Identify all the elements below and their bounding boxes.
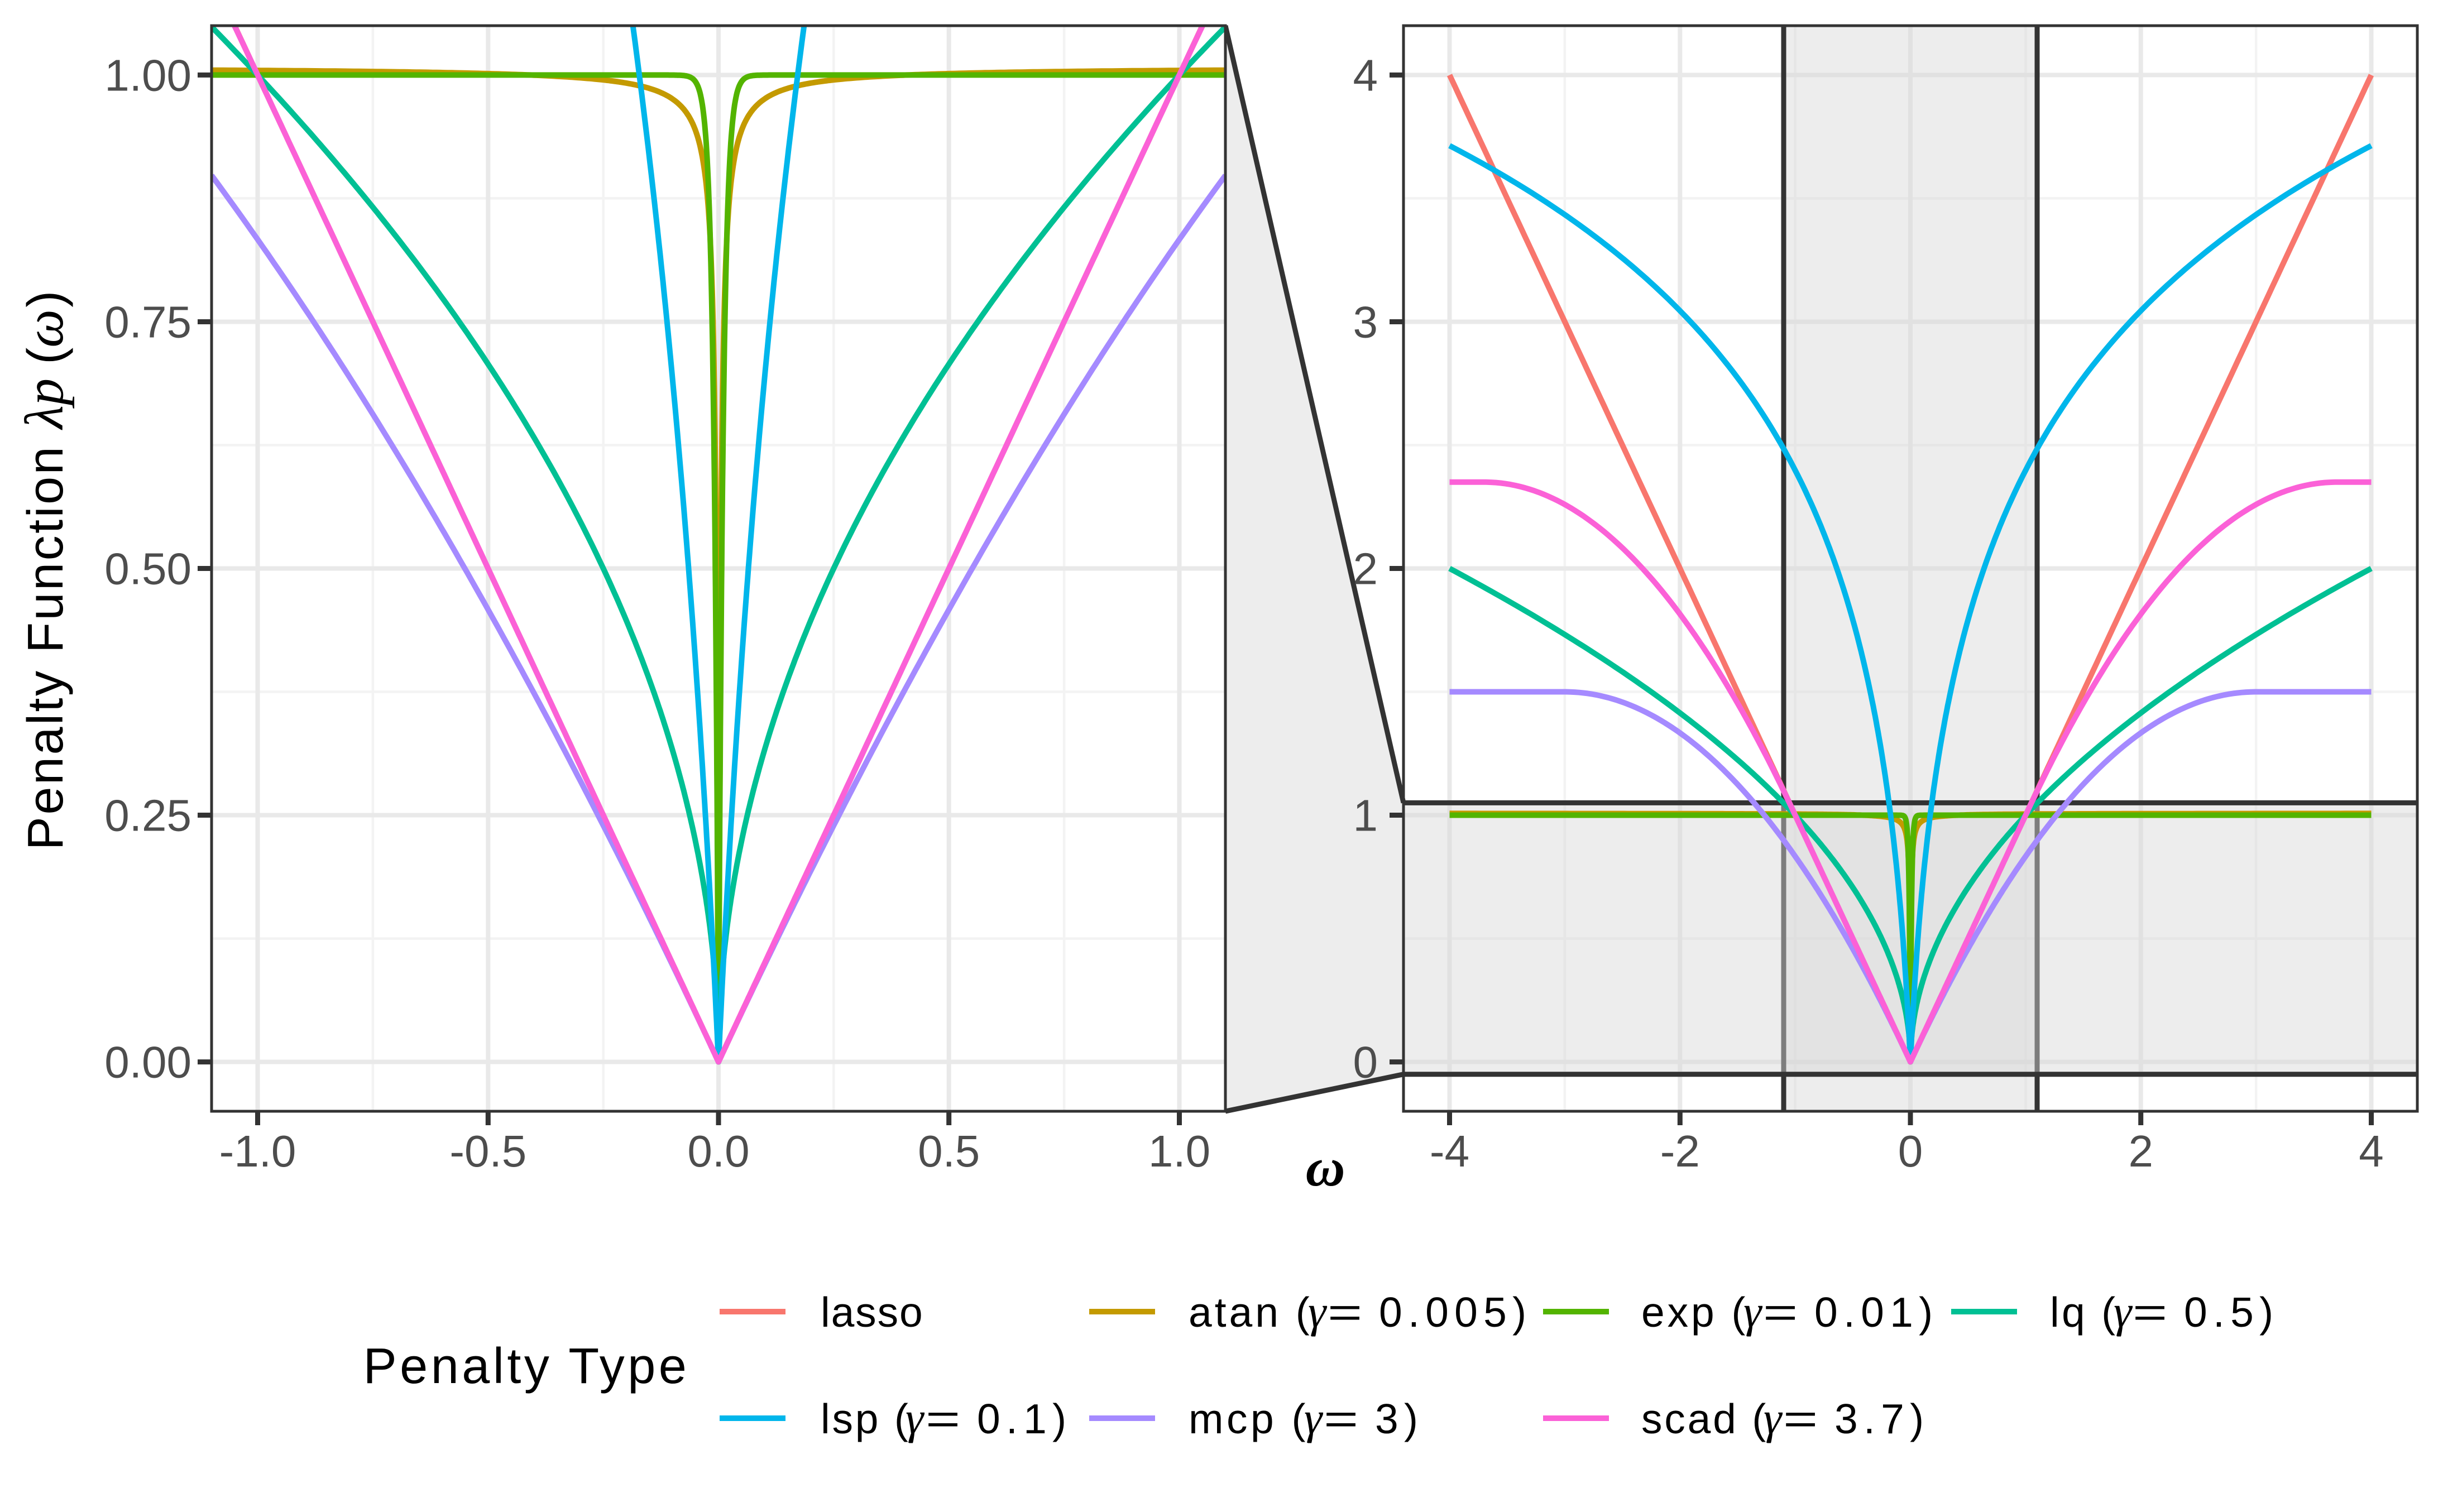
svg-text:0: 0 [1898,1126,1923,1176]
svg-text:1.0: 1.0 [1148,1126,1210,1176]
svg-text:2: 2 [2128,1126,2153,1176]
svg-text:1: 1 [1353,791,1378,841]
svg-text:=: = [1763,1289,1798,1336]
svg-text:Penalty Type: Penalty Type [363,1338,690,1394]
svg-text:=: = [2133,1289,2167,1336]
svg-text:exp (γ0.01): exp (γ 0.01) [1641,1286,1938,1337]
svg-text:lasso: lasso [821,1289,924,1336]
svg-text:0.5: 0.5 [918,1126,980,1176]
svg-text:atan (γ0.005): atan (γ 0.005) [1189,1286,1532,1337]
svg-text:-4: -4 [1430,1126,1469,1176]
svg-text:0: 0 [1353,1038,1378,1087]
svg-text:0.00: 0.00 [104,1038,191,1087]
svg-text:-1.0: -1.0 [219,1126,296,1176]
svg-text:0.25: 0.25 [104,791,191,841]
svg-text:scad (γ3.7): scad (γ 3.7) [1641,1393,1929,1443]
svg-text:3: 3 [1353,297,1378,347]
svg-text:lq (γ0.5): lq (γ 0.5) [2050,1286,2279,1337]
svg-text:=: = [1783,1395,1818,1442]
svg-text:4: 4 [2359,1126,2384,1176]
svg-text:=: = [1324,1395,1358,1442]
svg-text:4: 4 [1353,50,1378,100]
svg-text:ω: ω [1306,1137,1345,1198]
svg-text:0.0: 0.0 [687,1126,749,1176]
svg-text:mcp (γ3): mcp (γ 3) [1189,1393,1424,1443]
svg-text:-0.5: -0.5 [449,1126,526,1176]
svg-text:1.00: 1.00 [104,50,191,100]
svg-text:lsp (γ0.1): lsp (γ 0.1) [821,1393,1072,1443]
svg-text:Penalty Function λp (ω): Penalty Function λp (ω) [15,291,74,850]
svg-text:0.50: 0.50 [104,544,191,594]
svg-text:=: = [1328,1289,1362,1336]
svg-text:2: 2 [1353,544,1378,594]
svg-text:-2: -2 [1660,1126,1700,1176]
svg-text:0.75: 0.75 [104,297,191,347]
svg-text:=: = [926,1395,960,1442]
